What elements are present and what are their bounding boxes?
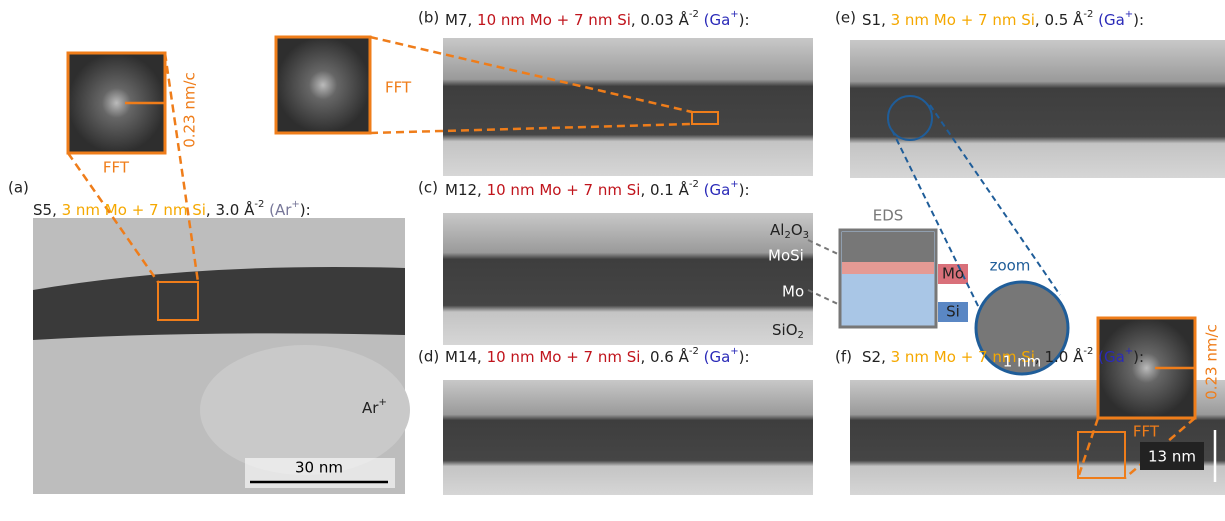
zoom-scale: 1 nm bbox=[1003, 353, 1041, 371]
heading-part: (Ga bbox=[699, 11, 730, 29]
heading-part: (Ga bbox=[699, 348, 730, 366]
heading-part: (Ga bbox=[1093, 348, 1124, 366]
layer-label: MoSi bbox=[768, 247, 804, 265]
images bbox=[33, 37, 1225, 495]
figure-svg: (a)S5, 3 nm Mo + 7 nm Si, 3.0 Å-2 (Ar+):… bbox=[0, 0, 1225, 521]
heading-part: M7, bbox=[445, 11, 477, 29]
panel-heading: M12, 10 nm Mo + 7 nm Si, 0.1 Å-2 (Ga+): bbox=[445, 179, 750, 199]
sub: 2 bbox=[798, 330, 804, 341]
heading-part: , 0.5 Å bbox=[1035, 10, 1084, 29]
panel-heading: M14, 10 nm Mo + 7 nm Si, 0.6 Å-2 (Ga+): bbox=[445, 346, 750, 366]
heading-part: -2 bbox=[1083, 9, 1093, 20]
panel-label: (d) bbox=[418, 348, 439, 366]
heading-part: + bbox=[730, 179, 738, 190]
heading-part: M14, bbox=[445, 348, 487, 366]
t: O bbox=[791, 221, 803, 239]
heading-part: 3 nm Mo + 7 nm Si bbox=[891, 11, 1035, 29]
panel-heading: S1, 3 nm Mo + 7 nm Si, 0.5 Å-2 (Ga+): bbox=[862, 9, 1144, 29]
panel-label: (e) bbox=[835, 9, 856, 27]
heading-part: -2 bbox=[689, 179, 699, 190]
fft-label: FFT bbox=[103, 159, 130, 177]
spacing-label: 0.23 nm/c bbox=[1203, 324, 1221, 400]
heading-part: , 3.0 Å bbox=[206, 200, 255, 219]
layer-label: Mo bbox=[782, 283, 804, 301]
heading-part: , 0.6 Å bbox=[640, 347, 689, 366]
heading-part: -2 bbox=[254, 199, 264, 210]
sub: 3 bbox=[803, 230, 809, 241]
heading-part: S1, bbox=[862, 11, 891, 29]
heading-part: (Ar bbox=[264, 201, 292, 219]
heading-part: (Ga bbox=[1093, 11, 1124, 29]
panel-label: (c) bbox=[418, 179, 438, 197]
t: SiO bbox=[772, 321, 798, 339]
heading-part: + bbox=[291, 199, 299, 210]
ion-sup: + bbox=[378, 397, 386, 408]
heading-part: ): bbox=[1133, 348, 1144, 366]
heading-part: (Ga bbox=[699, 181, 730, 199]
heading-part: , 0.1 Å bbox=[640, 180, 689, 199]
fft-label: FFT bbox=[385, 79, 412, 97]
heading-part: + bbox=[730, 346, 738, 357]
fft-label: FFT bbox=[1133, 423, 1160, 441]
spacing-label: 0.23 nm/c bbox=[181, 72, 199, 148]
zoom-label: zoom bbox=[990, 257, 1031, 275]
heading-part: -2 bbox=[1083, 346, 1093, 357]
heading-part: ): bbox=[739, 348, 750, 366]
heading-part: , 1.0 Å bbox=[1035, 347, 1084, 366]
ion: Ar bbox=[362, 399, 379, 417]
eds-mo: Mo bbox=[942, 265, 964, 283]
heading-part: + bbox=[1125, 346, 1133, 357]
panel-label: (f) bbox=[835, 348, 852, 366]
panel-label: (b) bbox=[418, 9, 439, 27]
scale-bar-label: 30 nm bbox=[295, 459, 343, 477]
heading-part: ): bbox=[1133, 11, 1144, 29]
heading-part: M12, bbox=[445, 181, 487, 199]
panel-heading: S5, 3 nm Mo + 7 nm Si, 3.0 Å-2 (Ar+): bbox=[33, 199, 311, 219]
heading-part: ): bbox=[739, 11, 750, 29]
heading-part: S5, bbox=[33, 201, 62, 219]
panel-heading: M7, 10 nm Mo + 7 nm Si, 0.03 Å-2 (Ga+): bbox=[445, 9, 750, 29]
t: Al bbox=[770, 221, 784, 239]
heading-part: , 0.03 Å bbox=[631, 10, 690, 29]
figure: (a)S5, 3 nm Mo + 7 nm Si, 3.0 Å-2 (Ar+):… bbox=[0, 0, 1225, 521]
heading-part: -2 bbox=[689, 346, 699, 357]
heading-part: 10 nm Mo + 7 nm Si bbox=[477, 11, 631, 29]
eds-label: EDS bbox=[873, 207, 904, 225]
heading-part: ): bbox=[300, 201, 311, 219]
heading-part: 10 nm Mo + 7 nm Si bbox=[487, 181, 641, 199]
heading-part: S2, bbox=[862, 348, 891, 366]
heading-part: 3 nm Mo + 7 nm Si bbox=[62, 201, 206, 219]
heading-part: ): bbox=[739, 181, 750, 199]
heading-part: + bbox=[730, 9, 738, 20]
heading-part: + bbox=[1125, 9, 1133, 20]
eds-si: Si bbox=[946, 303, 960, 321]
panel-label: (a) bbox=[8, 179, 29, 197]
heading-part: 10 nm Mo + 7 nm Si bbox=[487, 348, 641, 366]
heading-part: -2 bbox=[689, 9, 699, 20]
thickness-label: 13 nm bbox=[1148, 448, 1196, 466]
